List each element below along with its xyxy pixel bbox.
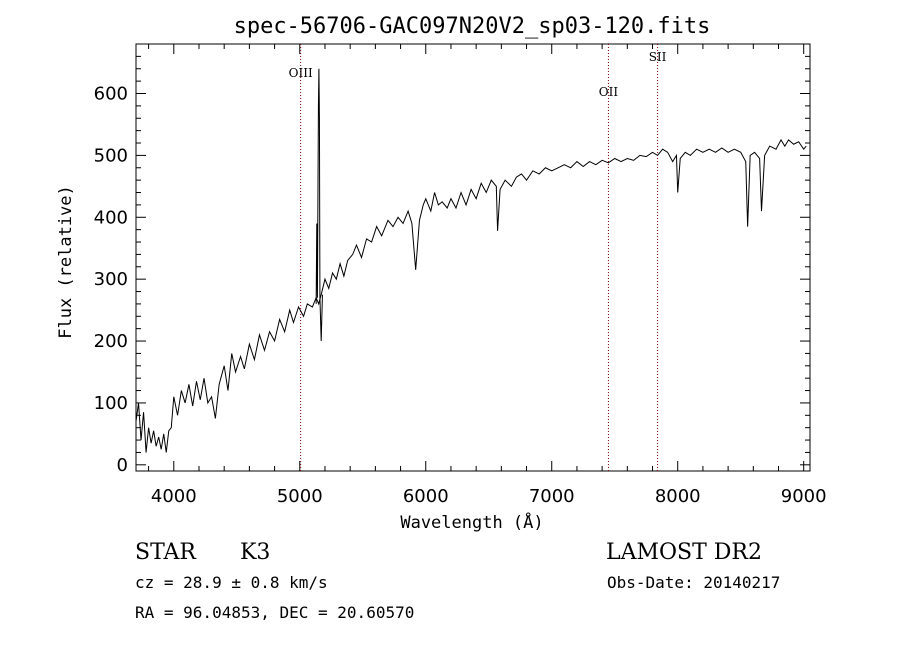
x-tick-label: 5000: [277, 486, 323, 507]
x-tick-label: 7000: [529, 486, 575, 507]
spectral-subclass: K3: [240, 540, 270, 565]
y-tick-label: 500: [94, 145, 128, 166]
obs-date-text: Obs-Date: 20140217: [607, 573, 780, 592]
object-type: STAR: [135, 540, 197, 565]
x-tick-label: 8000: [655, 486, 701, 507]
survey-name: LAMOST DR2: [606, 540, 762, 565]
x-tick-label: 4000: [151, 486, 197, 507]
plot-frame: [135, 43, 811, 472]
spectrum-series: [136, 68, 807, 453]
marker-label-oii: OII: [599, 85, 619, 99]
y-tick-label: 0: [117, 455, 128, 476]
x-axis-label: Wavelength (Å): [400, 511, 543, 533]
spectrum-line-1: [136, 138, 807, 453]
x-tick-label: 6000: [403, 486, 449, 507]
y-axis-label: Flux (relative): [56, 185, 76, 339]
spectrum-line-2: [315, 68, 323, 342]
x-tick-label: 9000: [781, 486, 827, 507]
marker-label-oiii: OIII: [289, 66, 313, 80]
coordinates-text: RA = 96.04853, DEC = 20.60570: [135, 603, 414, 622]
marker-label-sii: SII: [649, 50, 667, 64]
y-axis-ticks: 0 100 200 300 400 500 600: [94, 43, 810, 476]
emission-line-markers: OIII OII SII: [289, 44, 667, 471]
chart-title: spec-56706-GAC097N20V2_sp03-120.fits: [234, 14, 711, 39]
redshift-text: cz = 28.9 ± 0.8 km/s: [135, 573, 328, 592]
y-tick-label: 200: [94, 331, 128, 352]
y-tick-label: 400: [94, 207, 128, 228]
x-axis-ticks: 4000 5000 6000 7000 8000 9000: [148, 44, 827, 507]
plot-border: [135, 43, 811, 472]
y-tick-label: 100: [94, 393, 128, 414]
y-tick-label: 600: [94, 84, 128, 105]
y-tick-label: 300: [94, 269, 128, 290]
